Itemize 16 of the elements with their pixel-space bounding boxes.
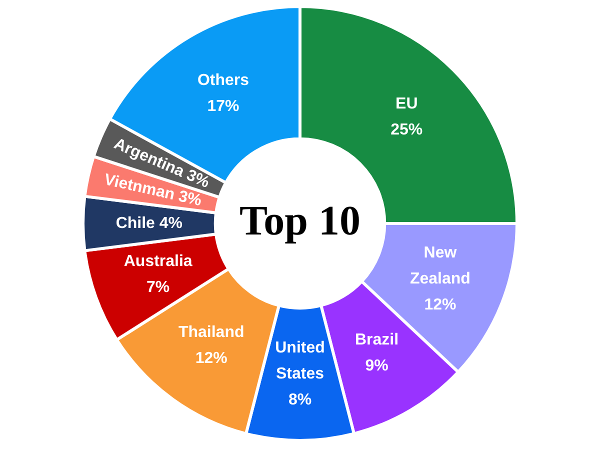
- slice-label: Chile 4%: [116, 214, 183, 232]
- data-label: 12%: [424, 296, 456, 314]
- slice-label: EU: [396, 95, 418, 112]
- slice-label: Brazil: [354, 332, 399, 349]
- slice-label: New Zealand: [410, 244, 470, 288]
- data-label: 7%: [146, 278, 170, 296]
- data-label: 17%: [207, 98, 240, 116]
- slice-label: Others: [197, 72, 250, 90]
- text: Top 10: [239, 198, 361, 244]
- data-label: 25%: [390, 121, 423, 138]
- slice-label: Thailand: [178, 324, 244, 341]
- slice-label: Australia: [124, 252, 192, 270]
- slice-label: United States: [275, 340, 325, 383]
- data-label: 12%: [195, 350, 228, 367]
- data-label: 9%: [365, 358, 388, 375]
- data-label: 8%: [288, 392, 312, 409]
